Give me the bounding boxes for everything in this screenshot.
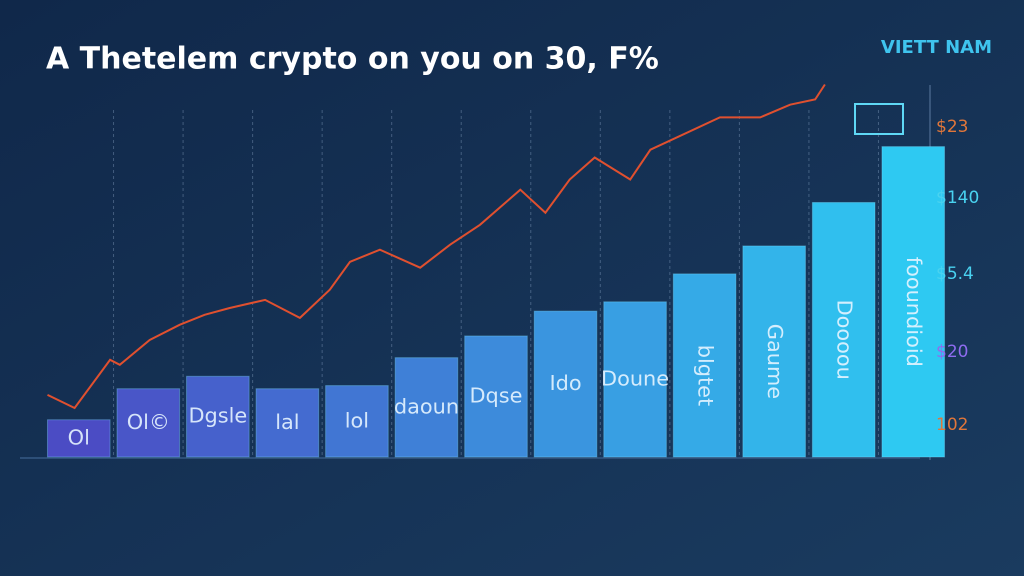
bar-label: lol bbox=[345, 408, 369, 432]
bar bbox=[672, 273, 737, 458]
bar-label: Doooou bbox=[833, 300, 857, 380]
bar-label: fooundioid bbox=[902, 257, 926, 367]
bar bbox=[255, 388, 320, 458]
bar bbox=[116, 388, 181, 458]
bar-label: Doune bbox=[601, 366, 669, 390]
bar bbox=[186, 375, 250, 458]
side-label: $5.4 bbox=[936, 264, 974, 284]
bar-label: blgtet bbox=[694, 345, 718, 406]
bar bbox=[533, 310, 598, 458]
bar-label: daoun bbox=[394, 394, 459, 418]
bar bbox=[881, 146, 946, 458]
side-label: $23 bbox=[936, 117, 968, 137]
bar-label: Dgsle bbox=[188, 404, 247, 428]
badge: VIETT NAM bbox=[881, 37, 992, 58]
bar-label: Gaume bbox=[763, 324, 787, 399]
side-label: $140 bbox=[936, 188, 979, 208]
bar bbox=[464, 335, 528, 458]
trend-line bbox=[47, 83, 826, 410]
bar bbox=[742, 245, 806, 458]
bar bbox=[811, 201, 876, 458]
bar bbox=[603, 301, 667, 458]
bar bbox=[325, 385, 389, 458]
bar-label: Dqse bbox=[469, 383, 522, 407]
bar-label: Ol© bbox=[127, 410, 170, 434]
bar-label: lal bbox=[275, 410, 299, 434]
side-label: $20 bbox=[936, 342, 968, 362]
chart-title: A Thetelem crypto on you on 30, F% bbox=[46, 42, 659, 77]
bar bbox=[394, 357, 459, 458]
icon bbox=[854, 103, 904, 135]
bar bbox=[46, 419, 111, 458]
side-label: 102 bbox=[936, 415, 968, 435]
bar-label: Ido bbox=[549, 371, 581, 395]
bar-label: Ol bbox=[68, 425, 90, 449]
